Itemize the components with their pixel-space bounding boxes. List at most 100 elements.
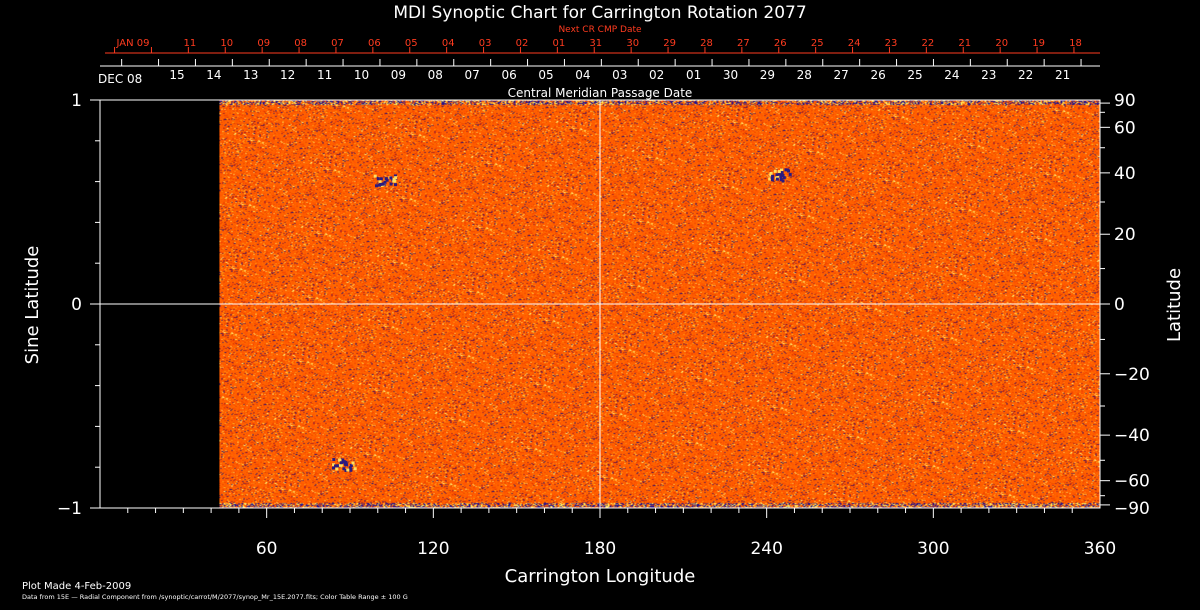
y-left-tick-label: 0 bbox=[71, 295, 82, 315]
negative-flux bbox=[332, 458, 336, 462]
negative-flux bbox=[374, 184, 378, 188]
plot-made-note: Plot Made 4-Feb-2009 bbox=[22, 581, 131, 592]
next-axis-label: 04 bbox=[442, 38, 455, 49]
next-axis-label: 05 bbox=[405, 38, 418, 49]
x-tick-label: 300 bbox=[917, 539, 949, 559]
negative-flux bbox=[782, 176, 786, 180]
x-tick-label: 180 bbox=[584, 539, 616, 559]
next-axis-label: 28 bbox=[700, 38, 713, 49]
cmp-axis-label: 10 bbox=[354, 68, 369, 82]
positive-flux bbox=[338, 459, 342, 463]
y-right-tick-label: 40 bbox=[1114, 164, 1136, 184]
y-right-tick-label: −90 bbox=[1114, 499, 1150, 519]
cmp-axis-label: 08 bbox=[428, 68, 443, 82]
y-axis-left: −1 0 1 bbox=[57, 91, 100, 519]
negative-flux bbox=[393, 174, 397, 178]
next-axis-label: 19 bbox=[1032, 38, 1045, 49]
negative-flux bbox=[771, 174, 775, 178]
negative-flux bbox=[781, 173, 785, 177]
positive-flux bbox=[394, 176, 398, 180]
cmp-axis-label: 03 bbox=[612, 68, 627, 82]
data-source-note: Data from 15E — Radial Component from /s… bbox=[22, 593, 408, 601]
positive-flux bbox=[773, 169, 777, 173]
active-regions bbox=[331, 168, 792, 473]
cmp-axis-label: 05 bbox=[538, 68, 553, 82]
plot-area bbox=[99, 99, 1101, 509]
cmp-axis-label: 04 bbox=[575, 68, 590, 82]
positive-flux bbox=[769, 173, 773, 177]
next-axis-label: 30 bbox=[626, 38, 639, 49]
cmp-axis-label: 27 bbox=[834, 68, 849, 82]
negative-flux bbox=[379, 177, 383, 181]
cmp-axis-label: 07 bbox=[465, 68, 480, 82]
negative-flux bbox=[342, 460, 346, 464]
negative-flux bbox=[381, 182, 385, 186]
negative-flux bbox=[784, 168, 788, 172]
negative-flux bbox=[343, 462, 347, 466]
negative-flux bbox=[349, 468, 353, 472]
next-axis-label: 02 bbox=[516, 38, 529, 49]
cmp-axis-label: 01 bbox=[686, 68, 701, 82]
cmp-axis-label: 09 bbox=[391, 68, 406, 82]
x-tick-label: 120 bbox=[417, 539, 449, 559]
negative-flux bbox=[775, 177, 779, 181]
next-axis-label: 22 bbox=[922, 38, 935, 49]
negative-flux bbox=[775, 173, 779, 177]
negative-flux bbox=[786, 168, 790, 172]
next-axis-label: 18 bbox=[1069, 38, 1082, 49]
y-right-tick-label: −40 bbox=[1114, 426, 1150, 446]
next-axis-label: 20 bbox=[995, 38, 1008, 49]
cmp-axis-label: 29 bbox=[760, 68, 775, 82]
y-right-tick-label: −60 bbox=[1114, 472, 1150, 492]
negative-flux bbox=[349, 464, 353, 468]
cmp-axis-label: 28 bbox=[797, 68, 812, 82]
y-right-tick-label: 0 bbox=[1114, 295, 1125, 315]
negative-flux bbox=[779, 175, 783, 179]
positive-flux bbox=[353, 467, 357, 471]
cmp-date-axis: 15 14 13 12 11 10 09 08 07 06 05 04 03 02 01 30 29 28 27 26… bbox=[100, 59, 1100, 82]
next-axis-label: 03 bbox=[479, 38, 492, 49]
next-axis-label: 25 bbox=[811, 38, 824, 49]
cmp-axis-label: 02 bbox=[649, 68, 664, 82]
negative-flux bbox=[376, 177, 380, 181]
negative-flux bbox=[383, 180, 387, 184]
cmp-axis-label: 30 bbox=[723, 68, 738, 82]
next-cr-axis: JAN 09 11 10 09 08 07 06 05 04 03 02 01 31 30 29 28 27 26… bbox=[105, 38, 1100, 54]
negative-flux bbox=[781, 179, 785, 183]
positive-flux bbox=[769, 171, 773, 175]
next-axis-label: 07 bbox=[331, 38, 344, 49]
negative-flux bbox=[344, 469, 348, 473]
positive-flux bbox=[779, 168, 783, 172]
y-axis-right-label: Latitude bbox=[1164, 268, 1185, 342]
negative-flux bbox=[384, 177, 388, 181]
y-axis-left-label: Sine Latitude bbox=[22, 246, 43, 365]
positive-flux bbox=[335, 467, 339, 471]
next-axis-label: 09 bbox=[257, 38, 270, 49]
negative-flux bbox=[779, 178, 783, 182]
active-region bbox=[768, 168, 792, 183]
positive-flux bbox=[346, 468, 350, 472]
next-axis-label: 31 bbox=[589, 38, 602, 49]
negative-flux bbox=[348, 466, 352, 470]
chart-title: MDI Synoptic Chart for Carrington Rotati… bbox=[393, 3, 806, 23]
positive-flux bbox=[338, 463, 342, 467]
negative-flux bbox=[780, 171, 784, 175]
y-axis-right: −90 −60 −40 −20 0 20 40 60 90 bbox=[1100, 91, 1150, 519]
next-axis-label: 01 bbox=[553, 38, 566, 49]
cmp-axis-label: 25 bbox=[907, 68, 922, 82]
cmp-axis-label: 24 bbox=[944, 68, 959, 82]
cmp-axis-label: 13 bbox=[243, 68, 258, 82]
active-region bbox=[331, 458, 357, 473]
negative-flux bbox=[331, 466, 335, 470]
cmp-axis-label: 21 bbox=[1055, 68, 1070, 82]
cmp-axis-label: 11 bbox=[317, 68, 332, 82]
y-right-tick-label: 90 bbox=[1114, 91, 1136, 111]
cmp-axis-label: 12 bbox=[280, 68, 295, 82]
y-left-tick-label: −1 bbox=[57, 499, 82, 519]
negative-flux bbox=[389, 182, 393, 186]
cmp-axis-label: 26 bbox=[870, 68, 885, 82]
negative-flux bbox=[379, 182, 383, 186]
x-axis-label: Carrington Longitude bbox=[505, 566, 696, 587]
negative-flux bbox=[777, 172, 781, 176]
cmp-axis-label: 23 bbox=[981, 68, 996, 82]
